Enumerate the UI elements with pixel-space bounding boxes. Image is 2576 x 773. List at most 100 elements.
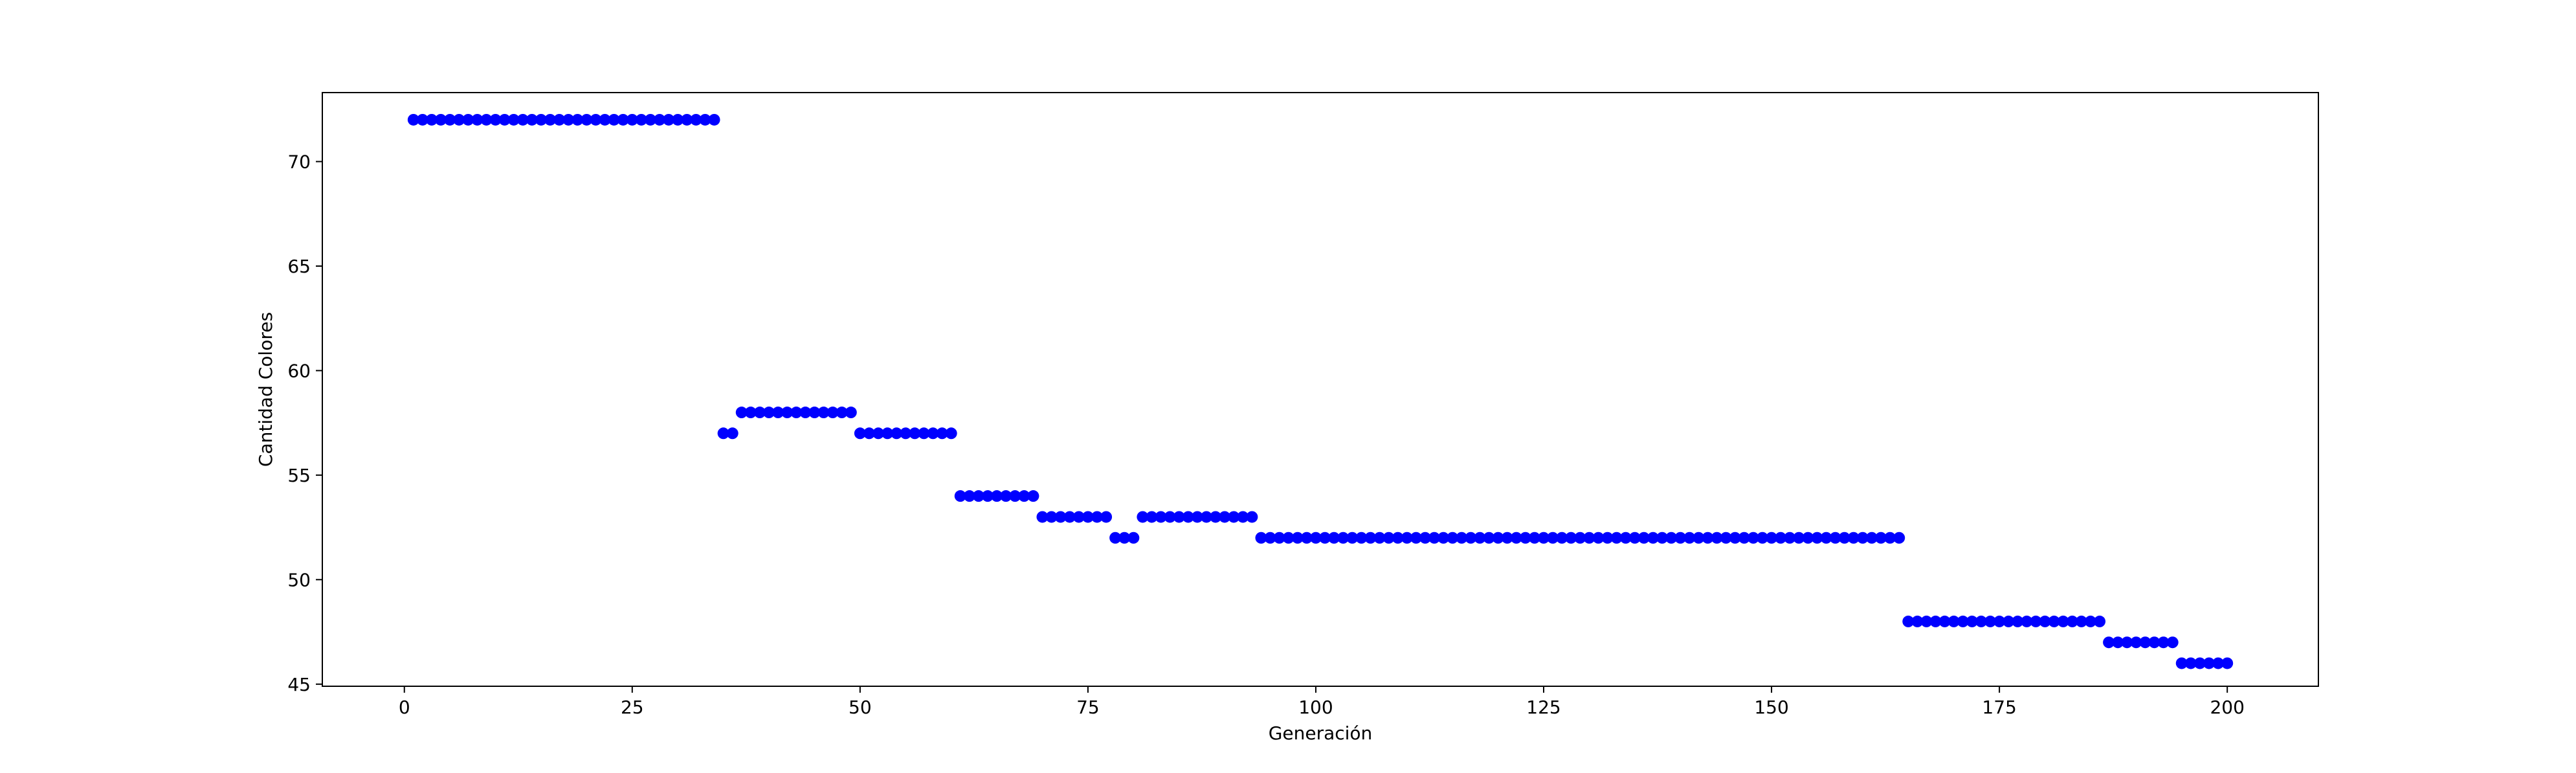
- data-point: [572, 113, 584, 126]
- x-tick-label: 125: [1526, 697, 1560, 718]
- data-point: [1009, 490, 1021, 502]
- data-point: [1146, 511, 1158, 523]
- data-point: [635, 113, 647, 126]
- data-point: [954, 490, 966, 502]
- data-point: [1966, 615, 1978, 627]
- data-point: [444, 113, 456, 126]
- data-point: [2221, 657, 2234, 669]
- y-tick-label: 65: [287, 256, 311, 277]
- data-point: [1164, 511, 1176, 523]
- data-point: [717, 427, 729, 440]
- data-point: [2103, 636, 2115, 649]
- data-point: [489, 113, 502, 126]
- data-point: [1438, 532, 1450, 544]
- data-point: [1565, 532, 1577, 544]
- data-point: [1291, 532, 1304, 544]
- data-point: [416, 113, 428, 126]
- data-point: [553, 113, 566, 126]
- data-point: [982, 490, 994, 502]
- data-point: [644, 113, 656, 126]
- data-point: [2193, 657, 2206, 669]
- data-point: [663, 113, 675, 126]
- data-point: [2139, 636, 2151, 649]
- data-point: [872, 427, 885, 440]
- data-point: [462, 113, 474, 126]
- data-point: [799, 407, 812, 419]
- data-point: [1054, 511, 1067, 523]
- data-point: [1865, 532, 1878, 544]
- y-axis-label: Cantidad Colores: [255, 312, 276, 467]
- data-point: [1610, 532, 1623, 544]
- data-point: [1838, 532, 1850, 544]
- data-points: [407, 113, 2234, 669]
- data-point: [1000, 490, 1012, 502]
- data-point: [1665, 532, 1678, 544]
- data-point: [1228, 511, 1240, 523]
- data-point: [753, 407, 766, 419]
- data-point: [1109, 532, 1122, 544]
- data-point: [2039, 615, 2051, 627]
- data-point: [1018, 490, 1030, 502]
- data-point: [2112, 636, 2124, 649]
- data-point: [936, 427, 948, 440]
- data-point: [1091, 511, 1103, 523]
- data-point: [1948, 615, 1960, 627]
- data-point: [1802, 532, 1814, 544]
- data-point: [425, 113, 438, 126]
- data-point: [1410, 532, 1422, 544]
- data-point: [808, 407, 821, 419]
- data-point: [1711, 532, 1723, 544]
- data-point: [1045, 511, 1058, 523]
- data-point: [1155, 511, 1167, 523]
- data-point: [891, 427, 903, 440]
- data-point: [1583, 532, 1595, 544]
- data-point: [1027, 490, 1039, 502]
- y-tick-label: 55: [287, 465, 311, 486]
- data-point: [1538, 532, 1550, 544]
- data-point: [726, 427, 738, 440]
- data-point: [863, 427, 875, 440]
- data-point: [963, 490, 975, 502]
- x-axis-ticks: 0 25 50 75 100 125 150 175 200: [399, 686, 2245, 718]
- data-point: [608, 113, 620, 126]
- data-point: [1592, 532, 1604, 544]
- data-point: [1264, 532, 1276, 544]
- data-point: [1811, 532, 1823, 544]
- data-point: [2021, 615, 2033, 627]
- y-tick-label: 70: [287, 151, 311, 173]
- data-point: [1911, 615, 1924, 627]
- data-point: [1419, 532, 1431, 544]
- y-tick-label: 45: [287, 674, 311, 695]
- data-point: [845, 407, 857, 419]
- data-point: [2184, 657, 2197, 669]
- data-point: [1337, 532, 1349, 544]
- data-point: [991, 490, 1003, 502]
- data-point: [2057, 615, 2069, 627]
- x-tick-label: 75: [1076, 697, 1100, 718]
- data-point: [1373, 532, 1386, 544]
- data-point: [1319, 532, 1331, 544]
- data-point: [2212, 657, 2225, 669]
- data-point: [1127, 532, 1140, 544]
- data-point: [1346, 532, 1359, 544]
- data-point: [1519, 532, 1531, 544]
- data-point: [1328, 532, 1340, 544]
- data-point: [1984, 615, 1997, 627]
- data-point: [1929, 615, 1942, 627]
- data-point: [590, 113, 602, 126]
- data-point: [1401, 532, 1413, 544]
- data-point: [763, 407, 775, 419]
- data-point: [544, 113, 557, 126]
- data-point: [744, 407, 757, 419]
- data-point: [1382, 532, 1395, 544]
- data-point: [1638, 532, 1650, 544]
- x-tick-label: 200: [2210, 697, 2244, 718]
- data-point: [1902, 615, 1915, 627]
- data-point: [435, 113, 447, 126]
- data-point: [836, 407, 848, 419]
- data-point: [1547, 532, 1559, 544]
- data-point: [1756, 532, 1768, 544]
- data-point: [1191, 511, 1203, 523]
